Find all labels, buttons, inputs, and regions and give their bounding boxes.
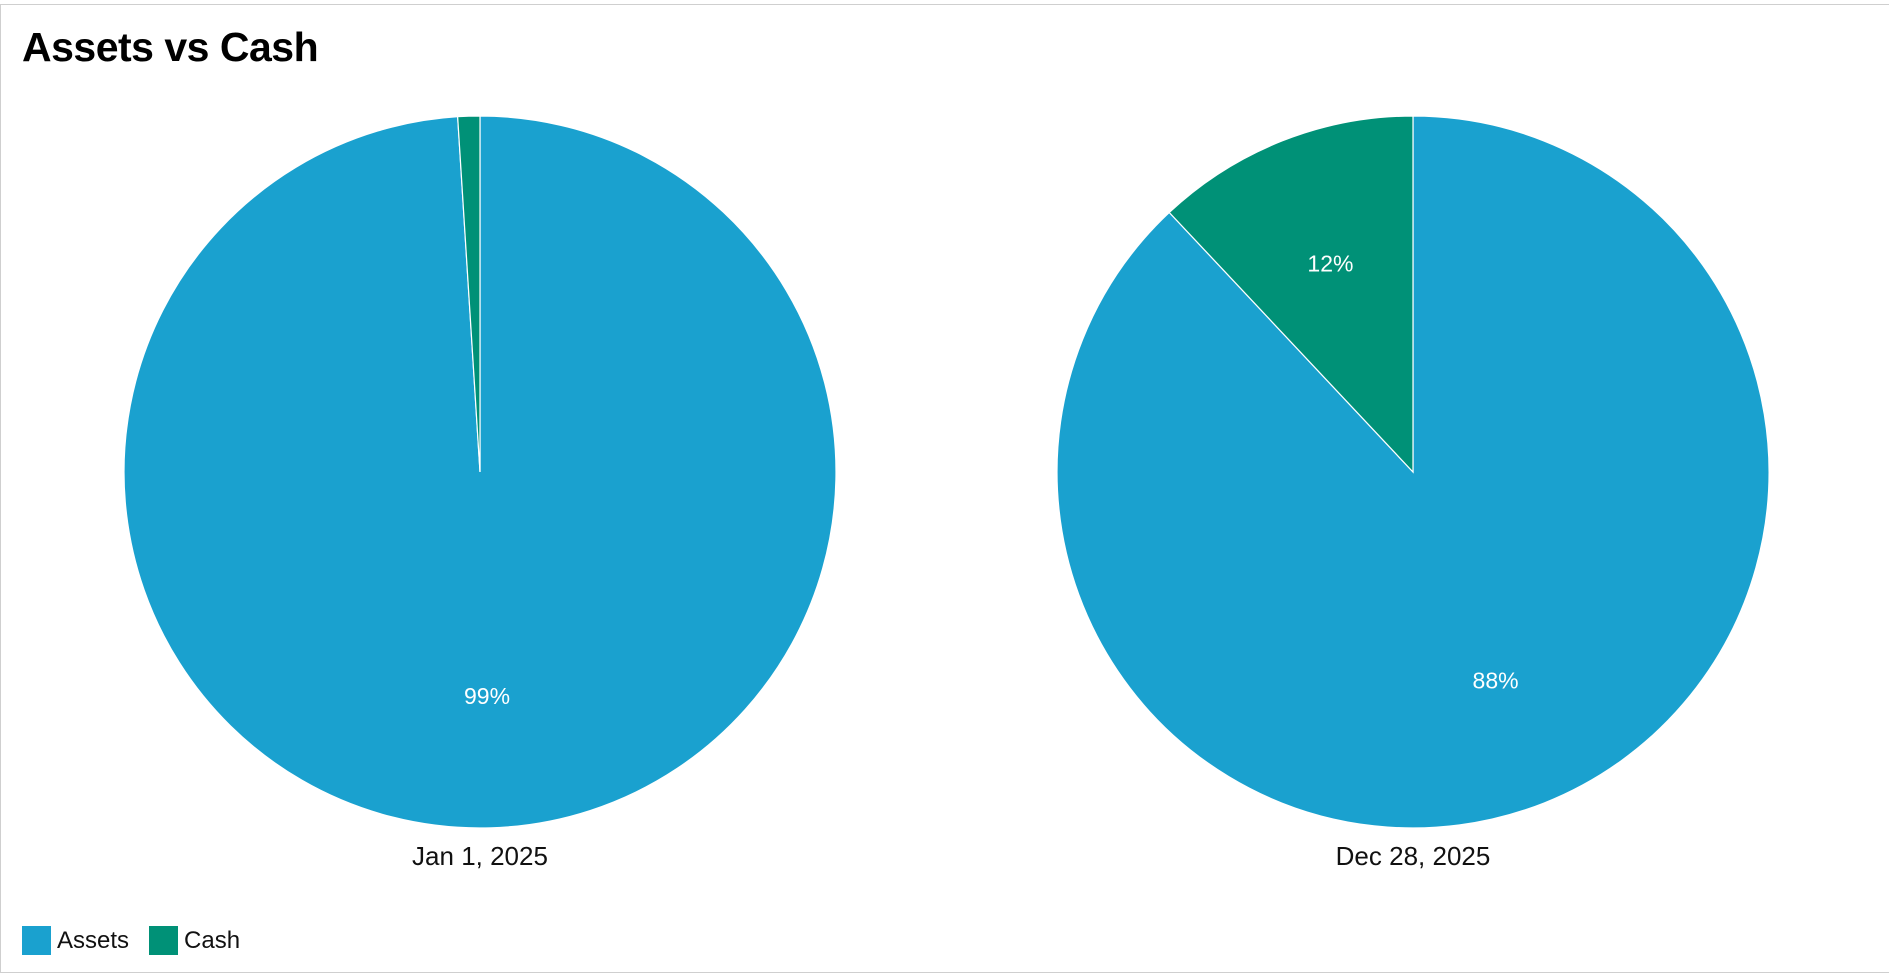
legend-item-assets[interactable]: Assets xyxy=(22,926,129,955)
slice-label-assets-0: 99% xyxy=(464,683,510,709)
legend: Assets Cash xyxy=(22,926,260,955)
pie-slice-cash-1[interactable] xyxy=(1168,115,1414,474)
pie-chart-dec: 88% 12% Dec 28, 2025 xyxy=(1056,115,1770,871)
pie-slice-cash-0[interactable] xyxy=(457,115,481,473)
legend-label-cash: Cash xyxy=(184,926,241,954)
slice-label-assets-1: 88% xyxy=(1473,668,1519,694)
legend-item-cash[interactable]: Cash xyxy=(149,926,240,955)
slice-label-cash-1: 12% xyxy=(1307,250,1353,276)
pie-caption-0: Jan 1, 2025 xyxy=(412,841,548,871)
legend-label-assets: Assets xyxy=(57,926,130,954)
legend-swatch-cash xyxy=(149,926,179,955)
pie-caption-1: Dec 28, 2025 xyxy=(1336,841,1491,871)
legend-swatch-assets xyxy=(22,926,51,955)
chart-title: Assets vs Cash xyxy=(22,24,319,70)
pie-chart-jan: 99% Jan 1, 2025 xyxy=(123,115,837,871)
